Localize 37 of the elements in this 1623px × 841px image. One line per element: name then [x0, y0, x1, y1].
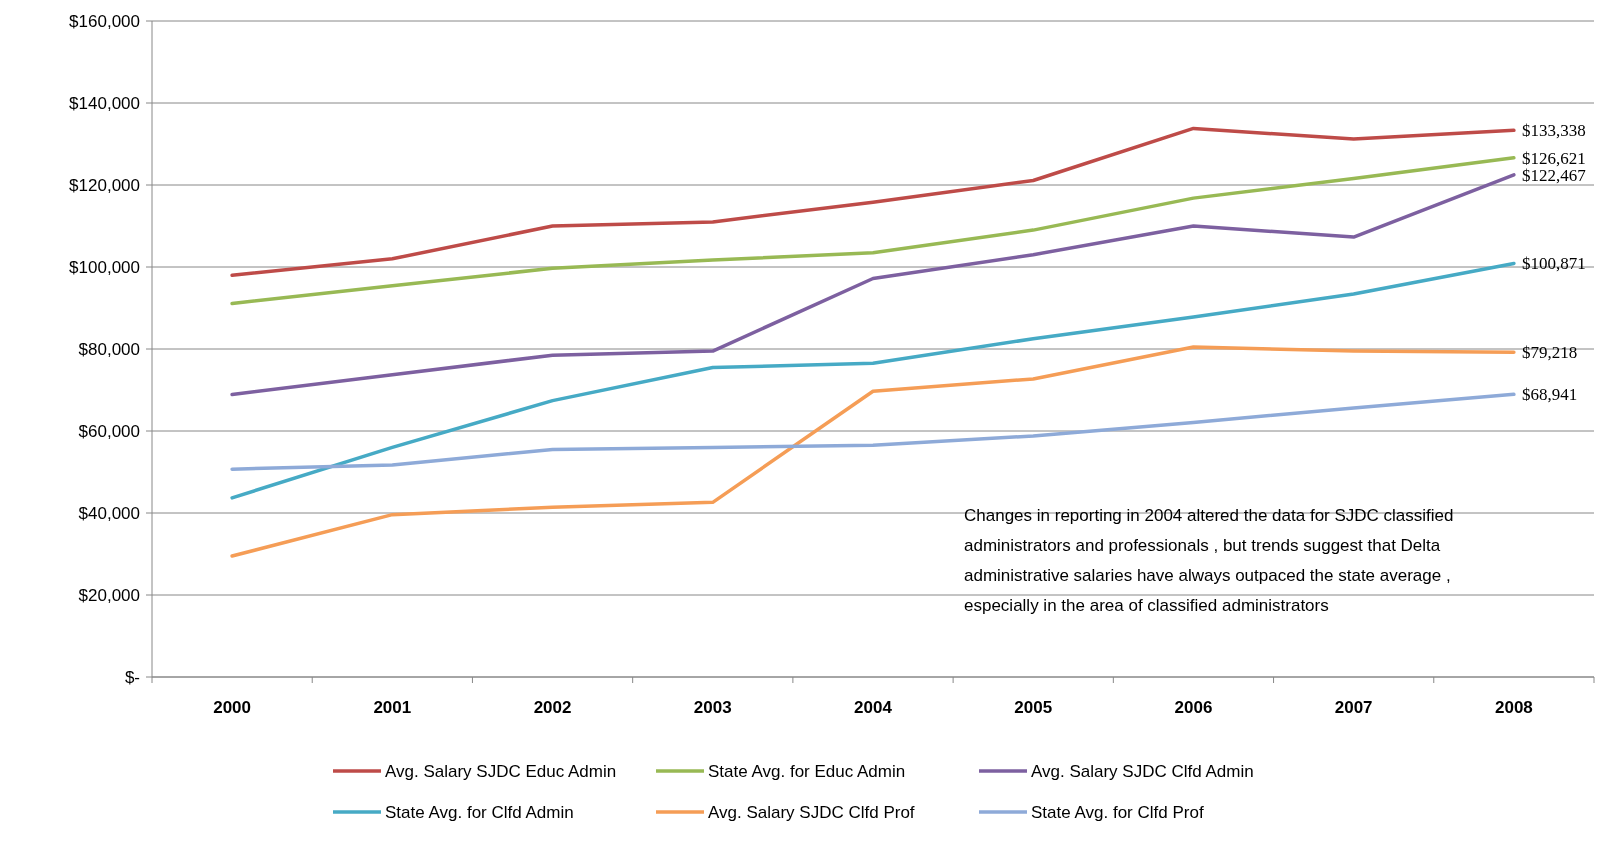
x-tick-label: 2002	[533, 698, 572, 717]
data-label: $133,338	[1521, 121, 1586, 141]
y-tick-label: $80,000	[78, 339, 140, 359]
line-series	[230, 126, 1516, 277]
legend-label: State Avg. for Clfd Prof	[1031, 802, 1204, 822]
legend-label: Avg. Salary SJDC Clfd Admin	[1031, 761, 1254, 781]
line-series	[230, 261, 1516, 500]
y-tick-label: $100,000	[69, 257, 140, 277]
data-label: $126,621	[1521, 148, 1586, 168]
x-tick-label: 2003	[693, 698, 732, 717]
line-series	[230, 156, 1516, 306]
line-series	[230, 392, 1516, 471]
annotation: Changes in reporting in 2004 altered the data for SJDC classified administrators and professionals , but trends suggest that Delta administrative salaries have always outpaced the state average , especially in the area of classified administrators	[964, 506, 1454, 615]
legend-label: Avg. Salary SJDC Clfd Prof	[708, 802, 915, 822]
x-tick-label: 2004	[854, 698, 893, 717]
y-tick-label: $20,000	[78, 585, 140, 605]
data-label: $100,871	[1521, 254, 1586, 274]
legend-label: Avg. Salary SJDC Educ Admin	[385, 761, 617, 781]
data-label: $79,218	[1521, 343, 1578, 363]
line-series	[230, 345, 1516, 558]
x-tick-label: 2006	[1174, 698, 1213, 717]
x-tick-label: 2005	[1014, 698, 1053, 717]
x-tick-label: 2008	[1494, 698, 1533, 717]
data-label: $68,941	[1521, 385, 1578, 405]
data-label: $122,467	[1521, 165, 1587, 185]
line-series	[230, 173, 1516, 397]
x-tick-label: 2007	[1334, 698, 1373, 717]
y-tick-label: $140,000	[69, 93, 140, 113]
y-tick-label: $60,000	[78, 421, 140, 441]
y-tick-label: $120,000	[69, 175, 140, 195]
legend-label: State Avg. for Educ Admin	[708, 761, 906, 781]
y-tick-label: $160,000	[69, 11, 140, 31]
x-tick-label: 2000	[213, 698, 252, 717]
legend-label: State Avg. for Clfd Admin	[385, 802, 574, 822]
y-tick-label: $-	[124, 667, 140, 687]
y-tick-label: $40,000	[78, 503, 140, 523]
x-tick-label: 2001	[373, 698, 412, 717]
